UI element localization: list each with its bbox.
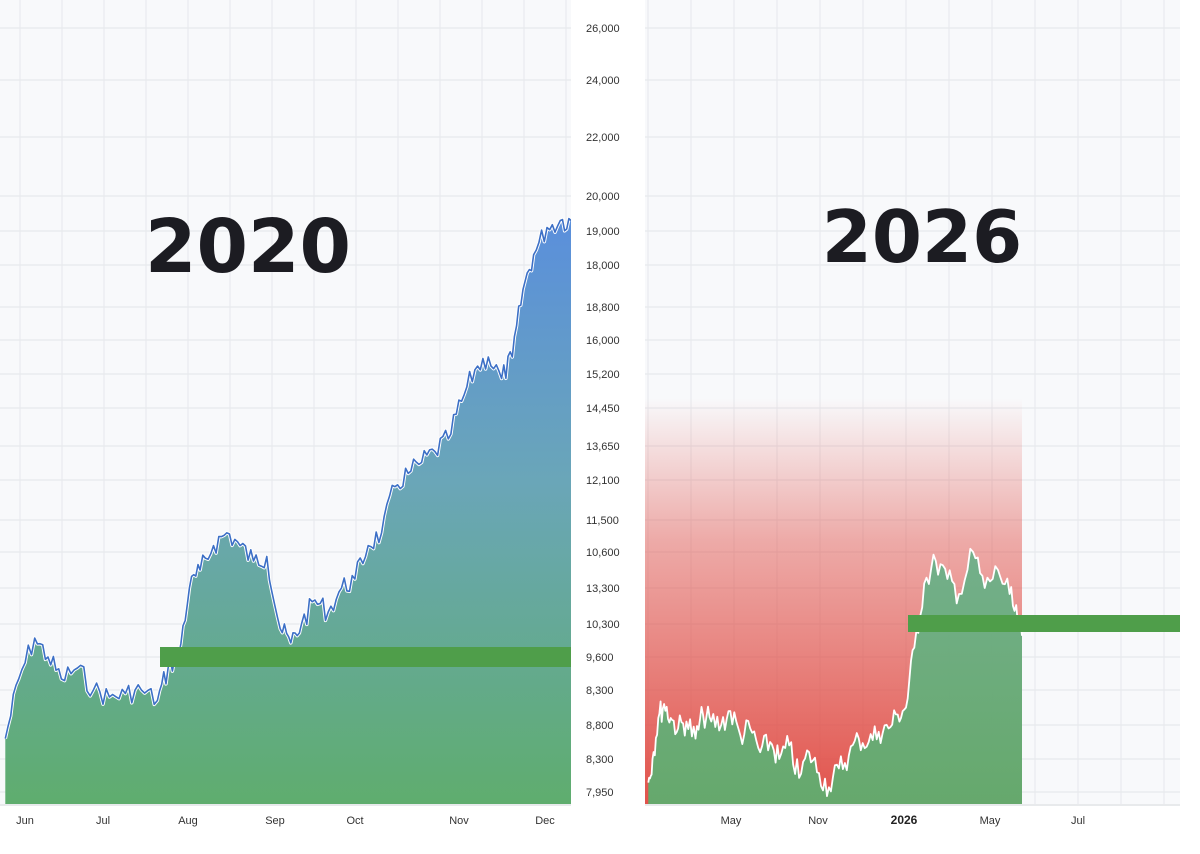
x-tick-label: Oct — [346, 815, 363, 827]
x-axis-2026: May Nov 2026 May Jul — [645, 804, 1180, 827]
x-tick-label: Jun — [16, 815, 34, 827]
title-2026: 2026 — [822, 195, 1022, 279]
line-2026 — [647, 547, 1023, 797]
y-tick-label: 10,300 — [586, 619, 620, 631]
chart-2020 — [3, 216, 571, 804]
x-tick-label: Nov — [808, 815, 828, 827]
reference-line-2026 — [908, 615, 1180, 632]
reference-line-2020 — [160, 647, 571, 667]
y-tick-label: 20,000 — [586, 191, 620, 203]
x-tick-label: Jul — [1071, 815, 1085, 827]
y-tick-label: 15,200 — [586, 369, 620, 381]
x-tick-label: May — [980, 815, 1001, 827]
x-tick-label: Dec — [535, 815, 555, 827]
y-tick-label: 10,600 — [586, 547, 620, 559]
area-2026 — [648, 548, 1022, 804]
y-tick-label: 7,950 — [586, 787, 614, 799]
title-2020: 2020 — [145, 204, 351, 290]
y-tick-label: 18,800 — [586, 302, 620, 314]
x-tick-label: Jul — [96, 815, 110, 827]
chart-2026 — [645, 398, 1180, 804]
y-tick-label: 8,300 — [586, 754, 614, 766]
y-tick-label: 8,800 — [586, 720, 614, 732]
x-tick-label: Sep — [265, 815, 285, 827]
x-tick-label: 2026 — [891, 813, 918, 827]
y-tick-label: 22,000 — [586, 132, 620, 144]
y-tick-label: 13,300 — [586, 583, 620, 595]
y-tick-label: 18,000 — [586, 260, 620, 272]
x-tick-label: Aug — [178, 815, 198, 827]
x-tick-label: May — [721, 815, 742, 827]
x-axis-2020: Jun Jul Aug Sep Oct Nov Dec — [0, 804, 571, 827]
y-tick-label: 16,000 — [586, 335, 620, 347]
y-tick-label: 19,000 — [586, 226, 620, 238]
line-2020 — [4, 217, 571, 739]
y-tick-label: 9,600 — [586, 652, 614, 664]
x-tick-label: Nov — [449, 815, 469, 827]
y-axis: 26,000 24,000 22,000 20,000 19,000 18,000 18,8… — [586, 23, 620, 799]
y-tick-label: 8,300 — [586, 685, 614, 697]
y-tick-label: 12,100 — [586, 475, 620, 487]
y-tick-label: 13,650 — [586, 441, 620, 453]
y-tick-label: 24,000 — [586, 75, 620, 87]
y-tick-label: 11,500 — [586, 515, 619, 527]
y-tick-label: 14,450 — [586, 403, 620, 415]
y-tick-label: 26,000 — [586, 23, 620, 35]
